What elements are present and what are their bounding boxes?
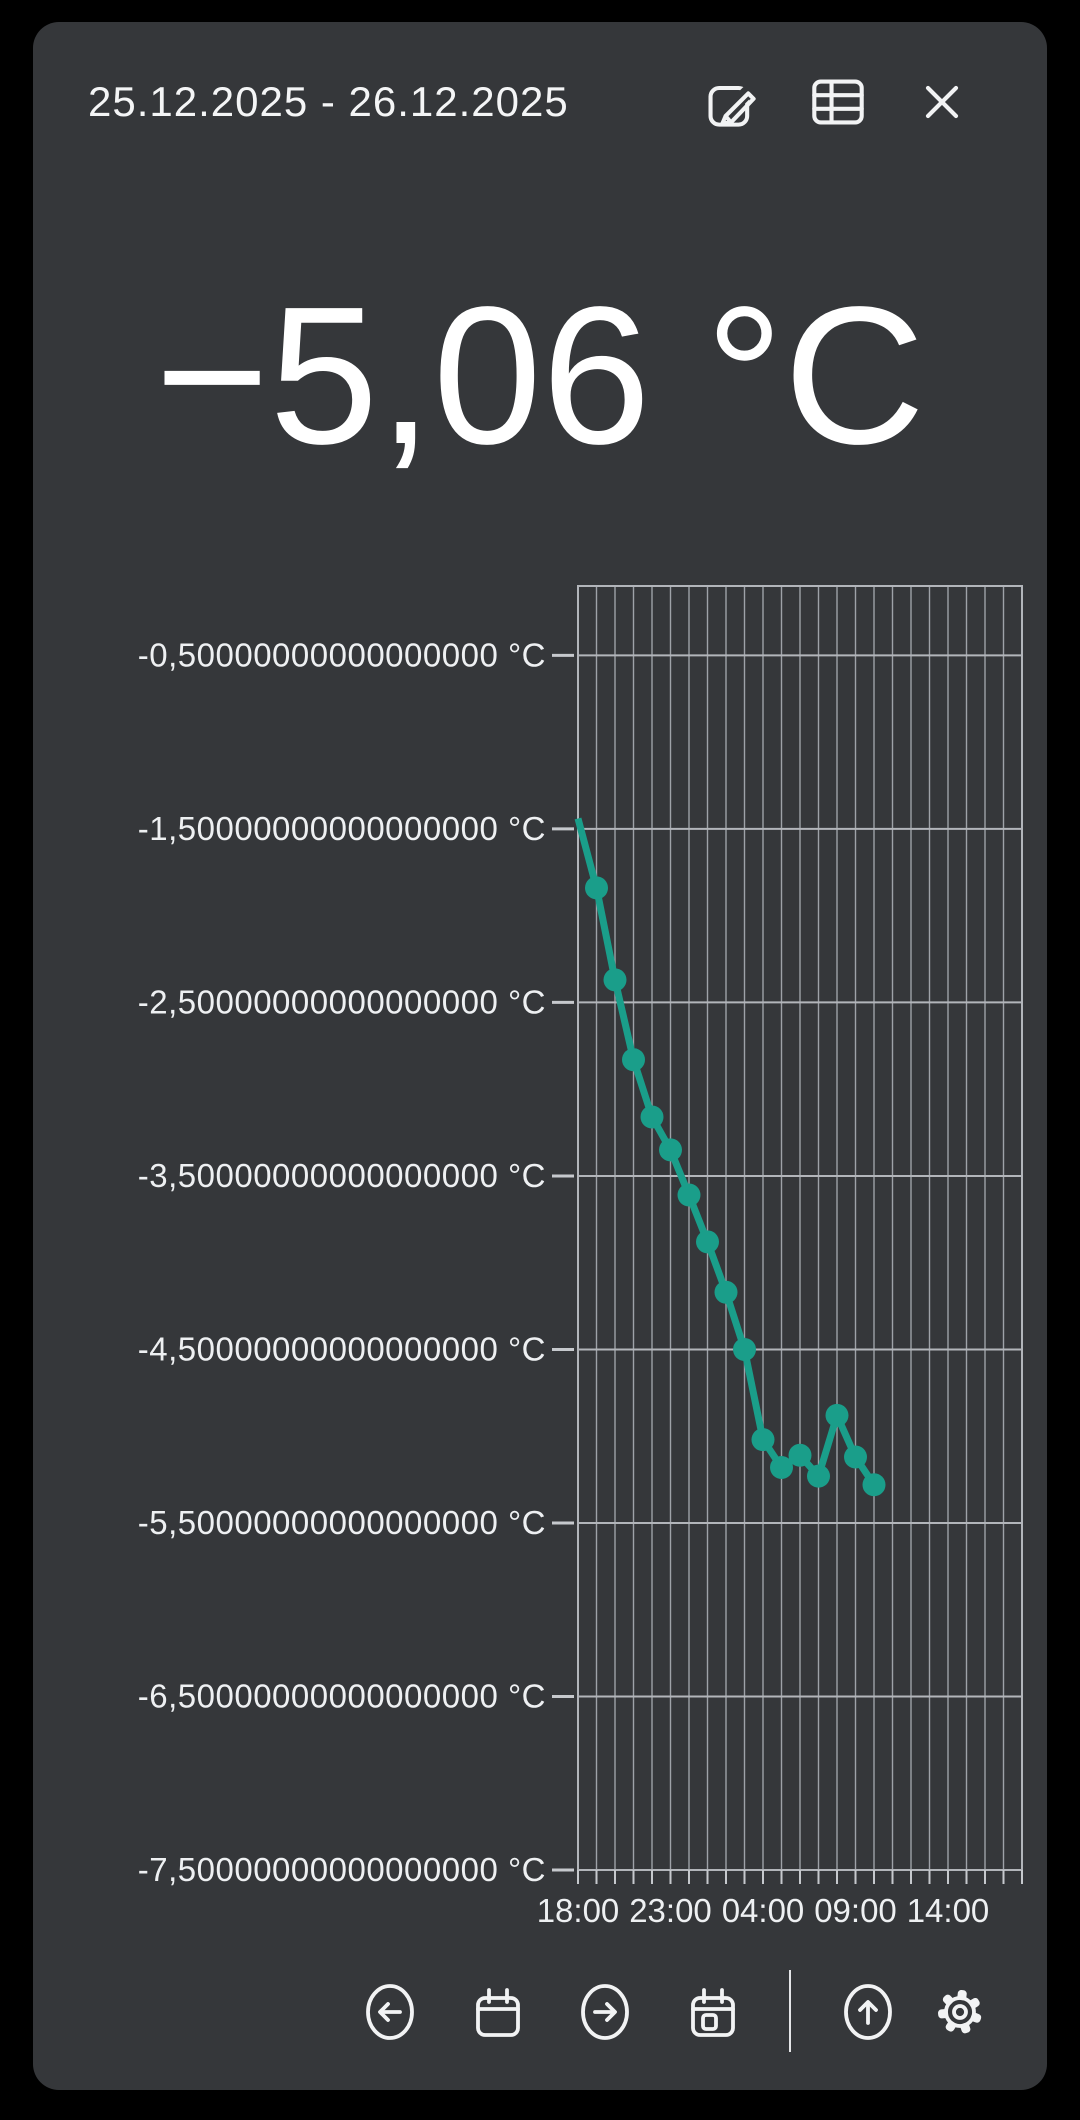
calendar-today-icon xyxy=(691,1988,735,2037)
pencil-square-icon xyxy=(708,85,756,127)
export-button[interactable] xyxy=(836,1980,900,2044)
close-button[interactable] xyxy=(914,74,970,130)
gear-icon xyxy=(937,1990,982,2034)
settings-button[interactable] xyxy=(928,1980,992,2044)
today-button[interactable] xyxy=(681,1980,745,2044)
table-grid-icon xyxy=(812,79,864,125)
next-range-button[interactable] xyxy=(573,1980,637,2044)
table-view-button[interactable] xyxy=(810,74,866,130)
edit-button[interactable] xyxy=(703,74,759,130)
arrow-up-circle-icon xyxy=(844,1984,892,2040)
calendar-button[interactable] xyxy=(466,1980,530,2044)
arrow-left-circle-icon xyxy=(366,1984,414,2040)
toolbar-divider xyxy=(789,1970,791,2052)
current-temperature: −5,06 °C xyxy=(154,266,926,485)
calendar-icon xyxy=(476,1988,520,2037)
arrow-right-circle-icon xyxy=(581,1984,629,2040)
x-icon xyxy=(925,85,959,119)
previous-range-button[interactable] xyxy=(358,1980,422,2044)
date-range-label: 25.12.2025 - 26.12.2025 xyxy=(88,78,569,125)
